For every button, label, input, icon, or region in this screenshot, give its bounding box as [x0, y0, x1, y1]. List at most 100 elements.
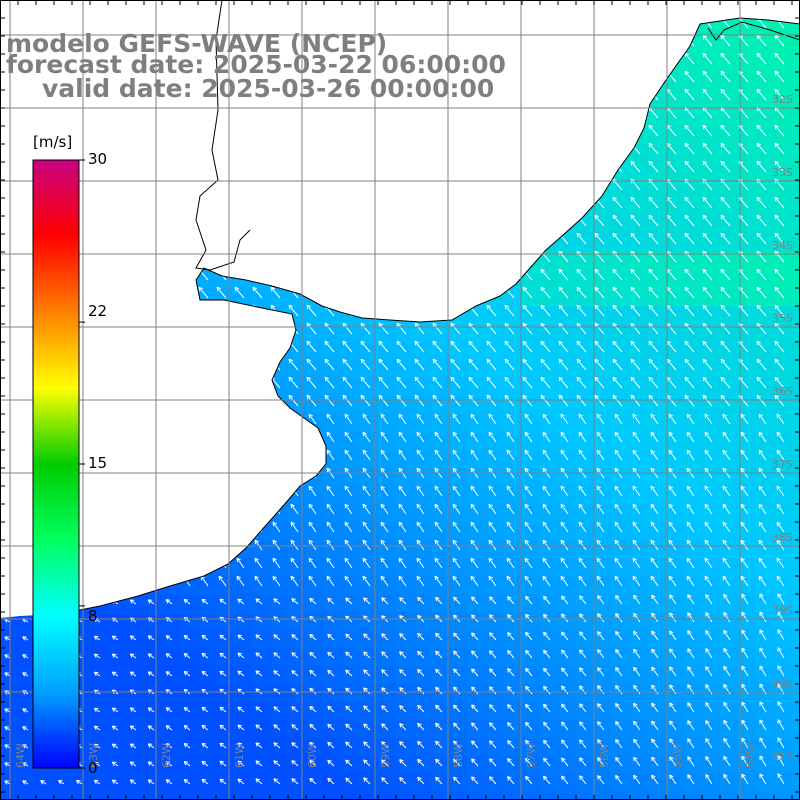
wind-speed-cell: [90, 270, 109, 289]
wind-arrow: [522, 34, 533, 47]
wind-arrow: [254, 503, 263, 515]
wind-speed-cell: [504, 54, 523, 73]
wind-speed-cell: [126, 342, 145, 361]
wind-speed-cell: [144, 792, 163, 800]
wind-arrow: [18, 18, 29, 29]
wind-speed-cell: [450, 162, 469, 181]
wind-speed-cell: [162, 504, 181, 523]
wind-arrow: [666, 18, 677, 29]
wind-speed-cell: [252, 504, 271, 523]
wind-speed-cell: [126, 288, 145, 307]
wind-speed-cell: [216, 108, 235, 127]
wind-arrow: [180, 196, 191, 209]
wind-speed-cell: [504, 90, 523, 109]
wind-speed-cell: [72, 126, 91, 145]
wind-arrow: [360, 232, 371, 245]
wind-arrow: [270, 160, 281, 173]
wind-speed-cell: [108, 576, 127, 595]
wind-arrow: [164, 575, 173, 587]
wind-speed-cell: [126, 252, 145, 271]
wind-speed-cell: [162, 180, 181, 199]
wind-arrow: [144, 18, 155, 29]
wind-arrow: [0, 322, 11, 335]
wind-speed-cell: [90, 432, 109, 451]
wind-arrow: [108, 268, 119, 281]
wind-arrow: [92, 485, 101, 497]
wind-arrow: [236, 413, 245, 425]
wind-speed-cell: [792, 414, 800, 433]
wind-speed-cell: [144, 396, 163, 415]
wind-speed-cell: [540, 234, 559, 253]
wind-arrow: [164, 431, 173, 443]
wind-arrow: [630, 88, 641, 101]
wind-speed-cell: [252, 18, 271, 19]
wind-arrow: [252, 214, 263, 227]
wind-arrow: [126, 124, 137, 137]
wind-arrow: [252, 358, 263, 371]
wind-arrow: [18, 88, 29, 101]
wind-speed-cell: [414, 180, 433, 199]
wind-speed-cell: [216, 216, 235, 235]
wind-arrow: [486, 214, 497, 227]
wind-speed-cell: [252, 360, 271, 379]
wind-speed-cell: [144, 414, 163, 433]
wind-speed-cell: [72, 108, 91, 127]
wind-arrow: [90, 376, 101, 389]
wind-speed-cell: [414, 234, 433, 253]
wind-speed-cell: [270, 198, 289, 217]
wind-speed-cell: [180, 414, 199, 433]
wind-speed-cell: [540, 144, 559, 163]
wind-arrow: [216, 214, 227, 227]
wind-speed-cell: [162, 270, 181, 289]
wind-speed-cell: [702, 792, 721, 800]
wind-speed-cell: [594, 792, 613, 800]
wind-arrow: [324, 106, 335, 119]
wind-speed-cell: [144, 288, 163, 307]
wind-speed-cell: [396, 234, 415, 253]
wind-speed-cell: [198, 558, 217, 577]
wind-arrow: [180, 394, 191, 407]
wind-arrow: [288, 160, 299, 173]
wind-arrow: [0, 340, 11, 353]
wind-arrow: [504, 214, 515, 227]
wind-arrow: [630, 52, 641, 65]
wind-arrow: [126, 304, 137, 317]
wind-arrow: [324, 232, 335, 245]
wind-arrow: [378, 124, 389, 137]
wind-arrow: [540, 88, 551, 101]
wind-arrow: [432, 286, 443, 299]
wind-speed-cell: [126, 378, 145, 397]
wind-arrow: [324, 142, 335, 155]
wind-speed-cell: [396, 18, 415, 19]
wind-arrow: [306, 160, 317, 173]
wind-arrow: [234, 340, 245, 353]
wind-arrow: [108, 214, 119, 227]
wind-arrow: [128, 431, 137, 443]
wind-arrow: [308, 431, 317, 443]
wind-arrow: [468, 250, 479, 263]
wind-speed-cell: [0, 576, 19, 595]
wind-speed-cell: [558, 198, 577, 217]
wind-speed-cell: [108, 270, 127, 289]
wind-arrow: [486, 250, 497, 263]
wind-speed-cell: [198, 378, 217, 397]
wind-arrow: [236, 485, 245, 497]
wind-arrow: [270, 18, 281, 29]
wind-arrow: [128, 449, 137, 461]
wind-arrow: [198, 160, 209, 173]
wind-speed-cell: [360, 108, 379, 127]
wind-arrow: [396, 34, 407, 47]
wind-speed-cell: [630, 108, 649, 127]
wind-arrow: [18, 394, 29, 407]
wind-arrow: [162, 268, 173, 281]
wind-arrow: [342, 268, 353, 281]
wind-speed-cell: [540, 18, 559, 19]
wind-speed-cell: [792, 162, 800, 181]
wind-arrow: [108, 304, 119, 317]
wind-speed-cell: [216, 486, 235, 505]
wind-arrow: [576, 52, 587, 65]
wind-arrow: [414, 214, 425, 227]
wind-speed-cell: [468, 792, 487, 800]
wind-speed-cell: [756, 18, 775, 19]
wind-arrow: [648, 70, 659, 83]
